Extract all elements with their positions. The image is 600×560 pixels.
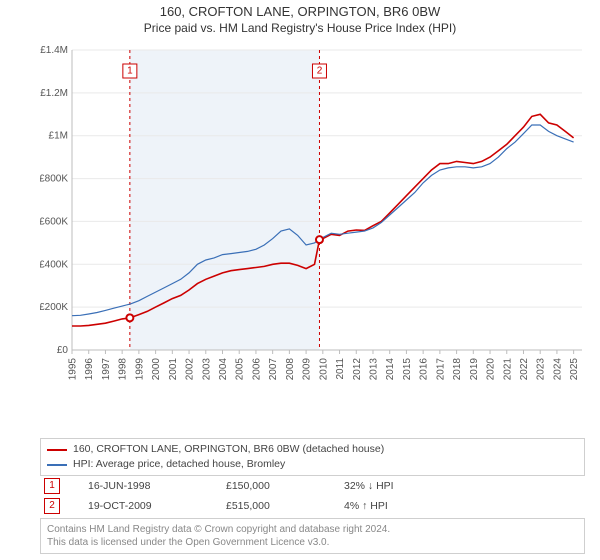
transactions-table: 1 16-JUN-1998£150,00032% ↓ HPI 2 19-OCT-200… — [40, 476, 585, 516]
transaction-row: 2 19-OCT-2009£515,0004% ↑ HPI — [40, 496, 585, 516]
y-tick-label: £1.4M — [40, 45, 68, 56]
chart-title-1: 160, CROFTON LANE, ORPINGTON, BR6 0BW — [0, 4, 600, 19]
x-tick-label: 2018 — [452, 358, 463, 381]
y-tick-label: £800K — [40, 174, 68, 185]
x-tick-label: 2022 — [519, 358, 530, 381]
x-tick-label: 1996 — [84, 358, 95, 381]
legend-swatch — [47, 464, 67, 466]
legend-label: 160, CROFTON LANE, ORPINGTON, BR6 0BW (d… — [73, 442, 384, 457]
legend-item: HPI: Average price, detached house, Brom… — [47, 457, 578, 472]
legend: 160, CROFTON LANE, ORPINGTON, BR6 0BW (d… — [40, 438, 585, 476]
x-tick-label: 2021 — [502, 358, 513, 381]
x-tick-label: 2024 — [552, 358, 563, 381]
y-tick-label: £400K — [40, 259, 68, 270]
x-tick-label: 2008 — [285, 358, 296, 381]
transaction-date: 19-OCT-2009 — [84, 496, 222, 516]
transaction-delta: 32% ↓ HPI — [340, 476, 585, 496]
x-tick-label: 1995 — [68, 358, 79, 381]
x-tick-label: 2010 — [318, 358, 329, 381]
x-tick-label: 2012 — [352, 358, 363, 381]
x-tick-label: 2020 — [486, 358, 497, 381]
x-tick-label: 2002 — [185, 358, 196, 381]
x-tick-label: 1999 — [134, 358, 145, 381]
marker-dot — [316, 236, 323, 243]
chart-title-2: Price paid vs. HM Land Registry's House … — [0, 21, 600, 35]
x-tick-label: 2004 — [218, 358, 229, 381]
marker-number: 1 — [127, 66, 133, 77]
footer: Contains HM Land Registry data © Crown c… — [40, 518, 585, 554]
legend-item: 160, CROFTON LANE, ORPINGTON, BR6 0BW (d… — [47, 442, 578, 457]
x-tick-label: 2001 — [168, 358, 179, 381]
transaction-delta: 4% ↑ HPI — [340, 496, 585, 516]
x-tick-label: 2017 — [435, 358, 446, 381]
footer-line-1: Contains HM Land Registry data © Crown c… — [47, 523, 578, 536]
title-block: 160, CROFTON LANE, ORPINGTON, BR6 0BW Pr… — [0, 0, 600, 35]
y-tick-label: £600K — [40, 216, 68, 227]
y-tick-label: £1.2M — [40, 88, 68, 99]
y-tick-label: £0 — [57, 345, 69, 356]
x-tick-label: 2006 — [251, 358, 262, 381]
legend-label: HPI: Average price, detached house, Brom… — [73, 457, 285, 472]
marker-number: 2 — [317, 66, 323, 77]
y-tick-label: £200K — [40, 302, 68, 313]
legend-swatch — [47, 449, 67, 451]
x-tick-label: 2014 — [385, 358, 396, 381]
footer-line-2: This data is licensed under the Open Gov… — [47, 536, 578, 549]
x-tick-label: 2013 — [368, 358, 379, 381]
x-tick-label: 2016 — [419, 358, 430, 381]
x-tick-label: 2009 — [302, 358, 313, 381]
x-tick-label: 1997 — [101, 358, 112, 381]
x-tick-label: 2000 — [151, 358, 162, 381]
marker-dot — [126, 314, 133, 321]
transaction-marker: 2 — [44, 498, 60, 514]
x-tick-label: 2003 — [201, 358, 212, 381]
y-tick-label: £1M — [49, 131, 68, 142]
transaction-price: £515,000 — [222, 496, 340, 516]
transaction-row: 1 16-JUN-1998£150,00032% ↓ HPI — [40, 476, 585, 496]
chart: £0 £200K £400K £600K £800K £1M £1.2M £1.4M 1995 1… — [40, 44, 585, 394]
transaction-marker: 1 — [44, 478, 60, 494]
x-tick-label: 2015 — [402, 358, 413, 381]
x-tick-label: 2005 — [235, 358, 246, 381]
x-tick-label: 2019 — [469, 358, 480, 381]
transaction-price: £150,000 — [222, 476, 340, 496]
x-tick-label: 1998 — [118, 358, 129, 381]
transaction-date: 16-JUN-1998 — [84, 476, 222, 496]
x-tick-label: 2023 — [536, 358, 547, 381]
x-tick-label: 2011 — [335, 358, 346, 380]
x-tick-label: 2025 — [569, 358, 580, 381]
x-tick-label: 2007 — [268, 358, 279, 381]
